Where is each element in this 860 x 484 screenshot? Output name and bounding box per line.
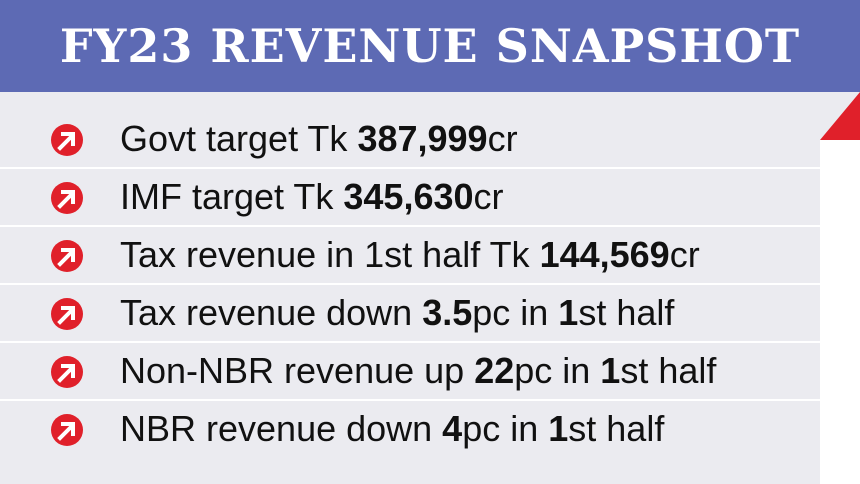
list-item-text: IMF target Tk 345,630cr xyxy=(120,175,504,219)
item-prefix: Non-NBR revenue up xyxy=(120,350,475,391)
item-value: 4 xyxy=(442,408,463,449)
item-prefix: IMF target Tk xyxy=(120,176,344,217)
arrow-up-right-circle-icon xyxy=(51,298,83,330)
arrow-up-right-circle-icon xyxy=(51,124,83,156)
item-unit: cr xyxy=(487,118,518,159)
item-value: 22 xyxy=(474,350,515,391)
item-unit: pc in xyxy=(462,408,549,449)
corner-triangle xyxy=(820,92,860,140)
item-prefix: Tax revenue in 1st half Tk xyxy=(120,234,540,275)
item-prefix: Govt target Tk xyxy=(120,118,358,159)
list-item-text: Tax revenue in 1st half Tk 144,569cr xyxy=(120,233,700,277)
item-value: 3.5 xyxy=(422,292,473,333)
item-suffix: st half xyxy=(578,292,675,333)
item-value: 387,999 xyxy=(357,118,488,159)
arrow-up-right-circle-icon xyxy=(51,414,83,446)
item-suffix: st half xyxy=(620,350,717,391)
item-prefix: NBR revenue down xyxy=(120,408,443,449)
item-unit: pc in xyxy=(514,350,601,391)
item-prefix: Tax revenue down xyxy=(120,292,423,333)
list-item: IMF target Tk 345,630cr xyxy=(0,169,820,227)
list-item-text: Tax revenue down 3.5pc in 1st half xyxy=(120,291,674,335)
item-value-2: 1 xyxy=(600,350,621,391)
list-item-text: Govt target Tk 387,999cr xyxy=(120,117,518,161)
list-item-text: NBR revenue down 4pc in 1st half xyxy=(120,407,664,451)
item-value-2: 1 xyxy=(558,292,579,333)
list-item-text: Non-NBR revenue up 22pc in 1st half xyxy=(120,349,716,393)
page-title: FY23 REVENUE SNAPSHOT xyxy=(59,19,801,73)
arrow-up-right-circle-icon xyxy=(51,356,83,388)
item-unit: cr xyxy=(669,234,700,275)
list-item: Non-NBR revenue up 22pc in 1st half xyxy=(0,343,820,401)
list-item: Govt target Tk 387,999cr xyxy=(0,111,820,169)
list-item: Tax revenue in 1st half Tk 144,569cr xyxy=(0,227,820,285)
item-unit: pc in xyxy=(472,292,559,333)
list-item: NBR revenue down 4pc in 1st half xyxy=(0,401,820,459)
item-value: 345,630 xyxy=(343,176,474,217)
right-strip xyxy=(820,140,860,484)
item-unit: cr xyxy=(473,176,504,217)
title-banner: FY23 REVENUE SNAPSHOT xyxy=(0,0,860,92)
list-item: Tax revenue down 3.5pc in 1st half xyxy=(0,285,820,343)
item-value-2: 1 xyxy=(548,408,569,449)
arrow-up-right-circle-icon xyxy=(51,240,83,272)
item-suffix: st half xyxy=(568,408,665,449)
snapshot-list: Govt target Tk 387,999cr IMF target Tk 3… xyxy=(0,111,820,459)
item-value: 144,569 xyxy=(539,234,670,275)
arrow-up-right-circle-icon xyxy=(51,182,83,214)
